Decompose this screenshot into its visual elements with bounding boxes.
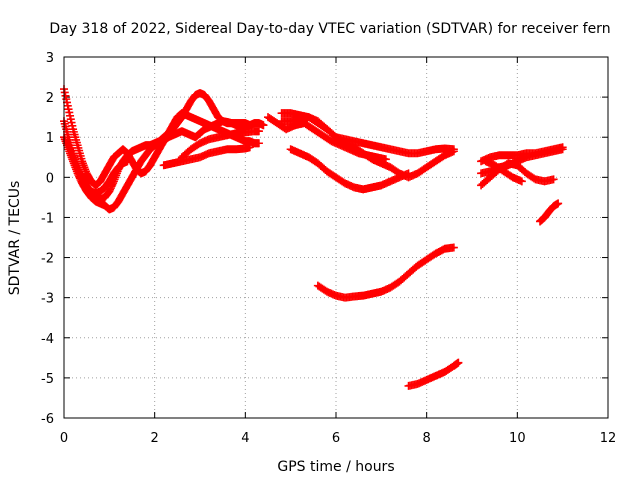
x-tick-label: 0 [60,431,68,446]
y-tick-label: -1 [41,211,54,226]
y-tick-label: 2 [46,91,54,106]
y-tick-label: -6 [41,412,54,427]
data-point [404,169,413,178]
x-axis-label: GPS time / hours [277,459,394,475]
y-tick-label: -4 [41,332,54,347]
data-point [123,157,132,166]
data-point [454,358,463,367]
y-tick-label: -3 [41,292,54,307]
x-tick-label: 2 [151,431,159,446]
data-point [245,143,254,152]
y-tick-label: -2 [41,252,54,267]
data-point [259,121,268,130]
data-points [60,85,567,390]
x-axis-ticks: 0 2 4 6 8 10 12 [60,57,616,446]
x-tick-label: 8 [423,431,431,446]
x-tick-label: 6 [332,431,340,446]
data-point [558,145,567,154]
data-point [254,139,263,148]
y-tick-label: -5 [41,372,54,387]
data-point [381,155,390,164]
chart-title: Day 318 of 2022, Sidereal Day-to-day VTE… [49,21,610,37]
y-tick-label: 0 [46,171,54,186]
data-point [449,243,458,252]
x-tick-label: 12 [600,431,617,446]
y-axis-label: SDTVAR / TECUs [7,181,23,296]
y-tick-label: 1 [46,131,54,146]
x-tick-label: 4 [241,431,249,446]
y-tick-label: 3 [46,51,54,66]
plot-frame [63,56,609,419]
grid [64,57,608,418]
data-point [517,177,526,186]
x-tick-label: 10 [509,431,526,446]
data-point [449,147,458,156]
y-axis-ticks: -6 -5 -4 -3 -2 -1 0 1 2 3 [41,51,608,427]
data-point [549,175,558,184]
data-point [554,199,563,208]
data-point [254,127,263,136]
